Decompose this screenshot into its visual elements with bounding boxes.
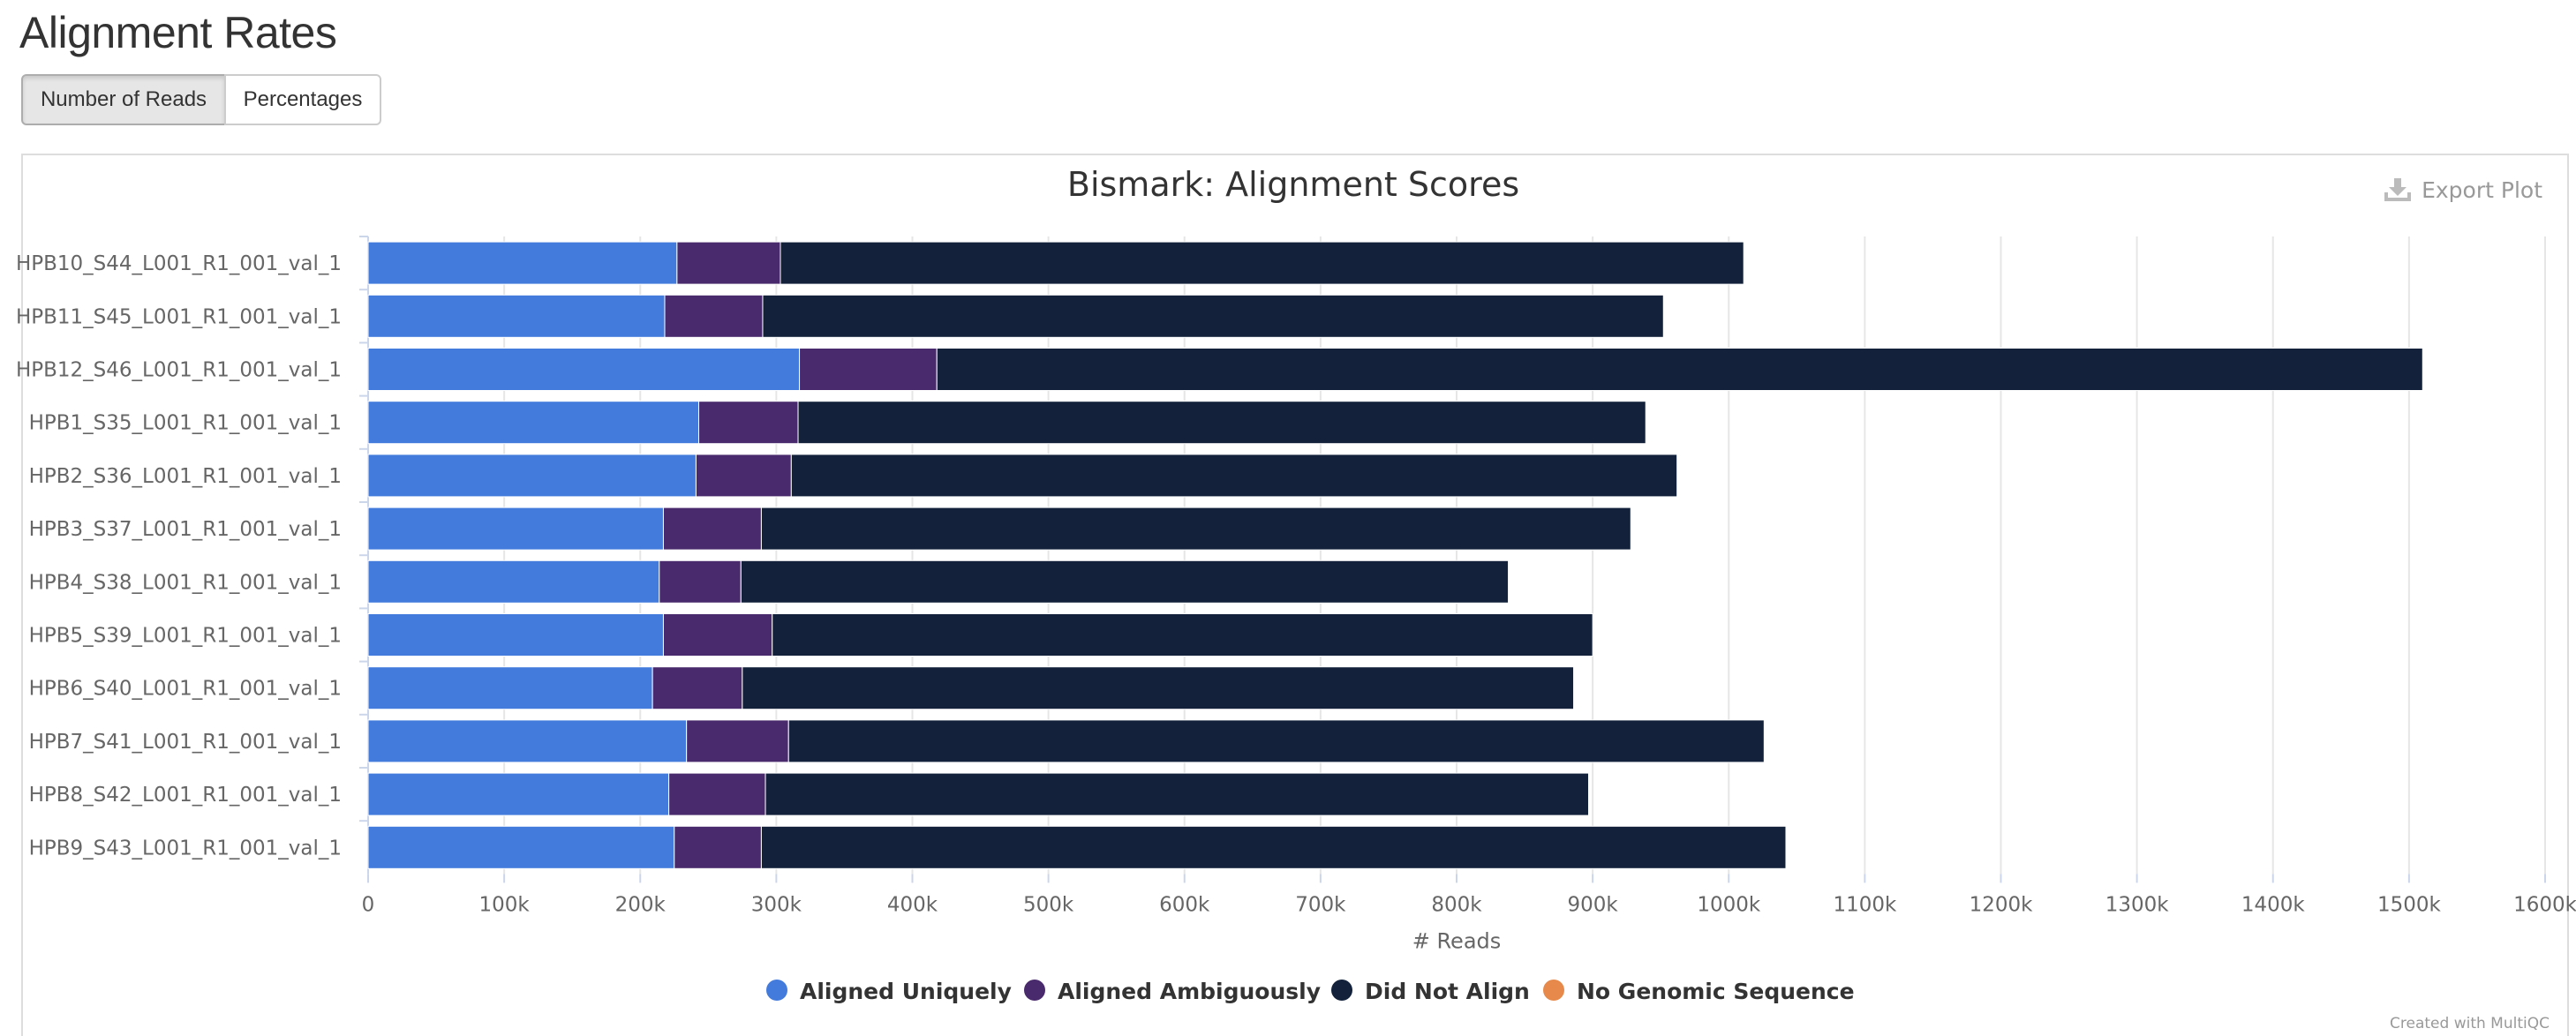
category-label: HPB9_S43_L001_R1_001_val_1 [29, 837, 342, 860]
export-plot-label: Export Plot [2422, 176, 2542, 203]
bar-did-not-align [936, 348, 2423, 391]
legend-marker [766, 980, 787, 1001]
category-label: HPB6_S40_L001_R1_001_val_1 [29, 678, 342, 701]
x-tick-label: 900k [1568, 893, 1619, 916]
bar-aligned-uniquely [367, 294, 666, 338]
category-label: HPB8_S42_L001_R1_001_val_1 [29, 784, 342, 807]
x-tick-label: 100k [479, 893, 531, 916]
legend-item: No Genomic Sequence [1577, 979, 1855, 1004]
bar-aligned-uniquely [367, 559, 660, 604]
percentages-button[interactable]: Percentages [224, 74, 381, 125]
bar-did-not-align [780, 241, 1744, 285]
bar-aligned-uniquely [367, 772, 670, 816]
bar-aligned-ambiguously [668, 772, 766, 816]
x-axis-label: # Reads [1412, 928, 1502, 953]
bar-aligned-ambiguously [662, 613, 773, 657]
category-label: HPB3_S37_L001_R1_001_val_1 [29, 518, 342, 541]
bar-did-not-align [765, 772, 1590, 816]
x-tick-label: 300k [751, 893, 802, 916]
bar-aligned-uniquely [367, 825, 675, 869]
x-tick-label: 1000k [1697, 893, 1761, 916]
bar-aligned-ambiguously [695, 454, 792, 498]
category-label: HPB7_S41_L001_R1_001_val_1 [29, 731, 342, 754]
x-tick-label: 1200k [1970, 893, 2034, 916]
bar-did-not-align [760, 825, 1787, 869]
plot-container [21, 154, 2569, 1036]
number-of-reads-button[interactable]: Number of Reads [21, 74, 226, 125]
legend-item: Aligned Ambiguously [1058, 979, 1321, 1004]
x-tick-label: 1300k [2105, 893, 2170, 916]
legend-marker [1331, 980, 1352, 1001]
bar-did-not-align [790, 454, 1678, 498]
x-tick-label: 1100k [1833, 893, 1897, 916]
category-label: HPB12_S46_L001_R1_001_val_1 [16, 359, 342, 382]
bar-aligned-ambiguously [652, 666, 743, 710]
page-title: Alignment Rates [19, 8, 337, 57]
legend-marker [1024, 980, 1045, 1001]
category-label: HPB1_S35_L001_R1_001_val_1 [29, 412, 342, 435]
legend-item: Did Not Align [1365, 979, 1530, 1004]
view-toggle: Number of Reads Percentages [21, 74, 381, 125]
category-label: HPB11_S45_L001_R1_001_val_1 [16, 305, 342, 328]
bar-aligned-ambiguously [799, 348, 938, 391]
bar-did-not-align [762, 294, 1664, 338]
category-label: HPB5_S39_L001_R1_001_val_1 [29, 625, 342, 648]
x-tick-label: 1500k [2377, 893, 2442, 916]
category-label: HPB2_S36_L001_R1_001_val_1 [29, 465, 342, 488]
bar-aligned-uniquely [367, 401, 700, 445]
bar-did-not-align [797, 401, 1646, 445]
bar-did-not-align [740, 559, 1510, 604]
bar-aligned-uniquely [367, 507, 664, 551]
x-tick-label: 600k [1159, 893, 1210, 916]
bar-aligned-uniquely [367, 719, 688, 763]
bar-aligned-ambiguously [698, 401, 799, 445]
chart-title: Bismark: Alignment Scores [1067, 165, 1519, 204]
x-tick-label: 500k [1023, 893, 1074, 916]
created-with-credit: Created with MultiQC [2390, 1015, 2550, 1032]
bar-did-not-align [760, 507, 1631, 551]
bar-aligned-ambiguously [659, 559, 742, 604]
bar-did-not-align [787, 719, 1765, 763]
x-tick-label: 700k [1295, 893, 1346, 916]
bar-did-not-align [742, 666, 1575, 710]
bar-aligned-ambiguously [674, 825, 762, 869]
export-plot-button[interactable]: Export Plot [2383, 176, 2542, 203]
x-tick-label: 1600k [2513, 893, 2576, 916]
bar-aligned-ambiguously [662, 507, 762, 551]
x-tick-label: 400k [887, 893, 938, 916]
category-label: HPB10_S44_L001_R1_001_val_1 [16, 252, 342, 275]
legend-marker [1543, 980, 1564, 1001]
x-tick-label: 0 [362, 893, 375, 916]
x-tick-label: 800k [1431, 893, 1482, 916]
bar-aligned-uniquely [367, 613, 664, 657]
bar-aligned-uniquely [367, 348, 801, 391]
bar-aligned-uniquely [367, 241, 678, 285]
bar-aligned-ambiguously [676, 241, 781, 285]
bar-aligned-ambiguously [686, 719, 789, 763]
bar-aligned-uniquely [367, 454, 697, 498]
category-label: HPB4_S38_L001_R1_001_val_1 [29, 571, 342, 594]
bar-aligned-ambiguously [664, 294, 764, 338]
legend-item: Aligned Uniquely [800, 979, 1012, 1004]
download-icon [2384, 178, 2412, 201]
x-tick-label: 1400k [2241, 893, 2306, 916]
bar-did-not-align [772, 613, 1593, 657]
bar-aligned-uniquely [367, 666, 653, 710]
x-tick-label: 200k [615, 893, 667, 916]
